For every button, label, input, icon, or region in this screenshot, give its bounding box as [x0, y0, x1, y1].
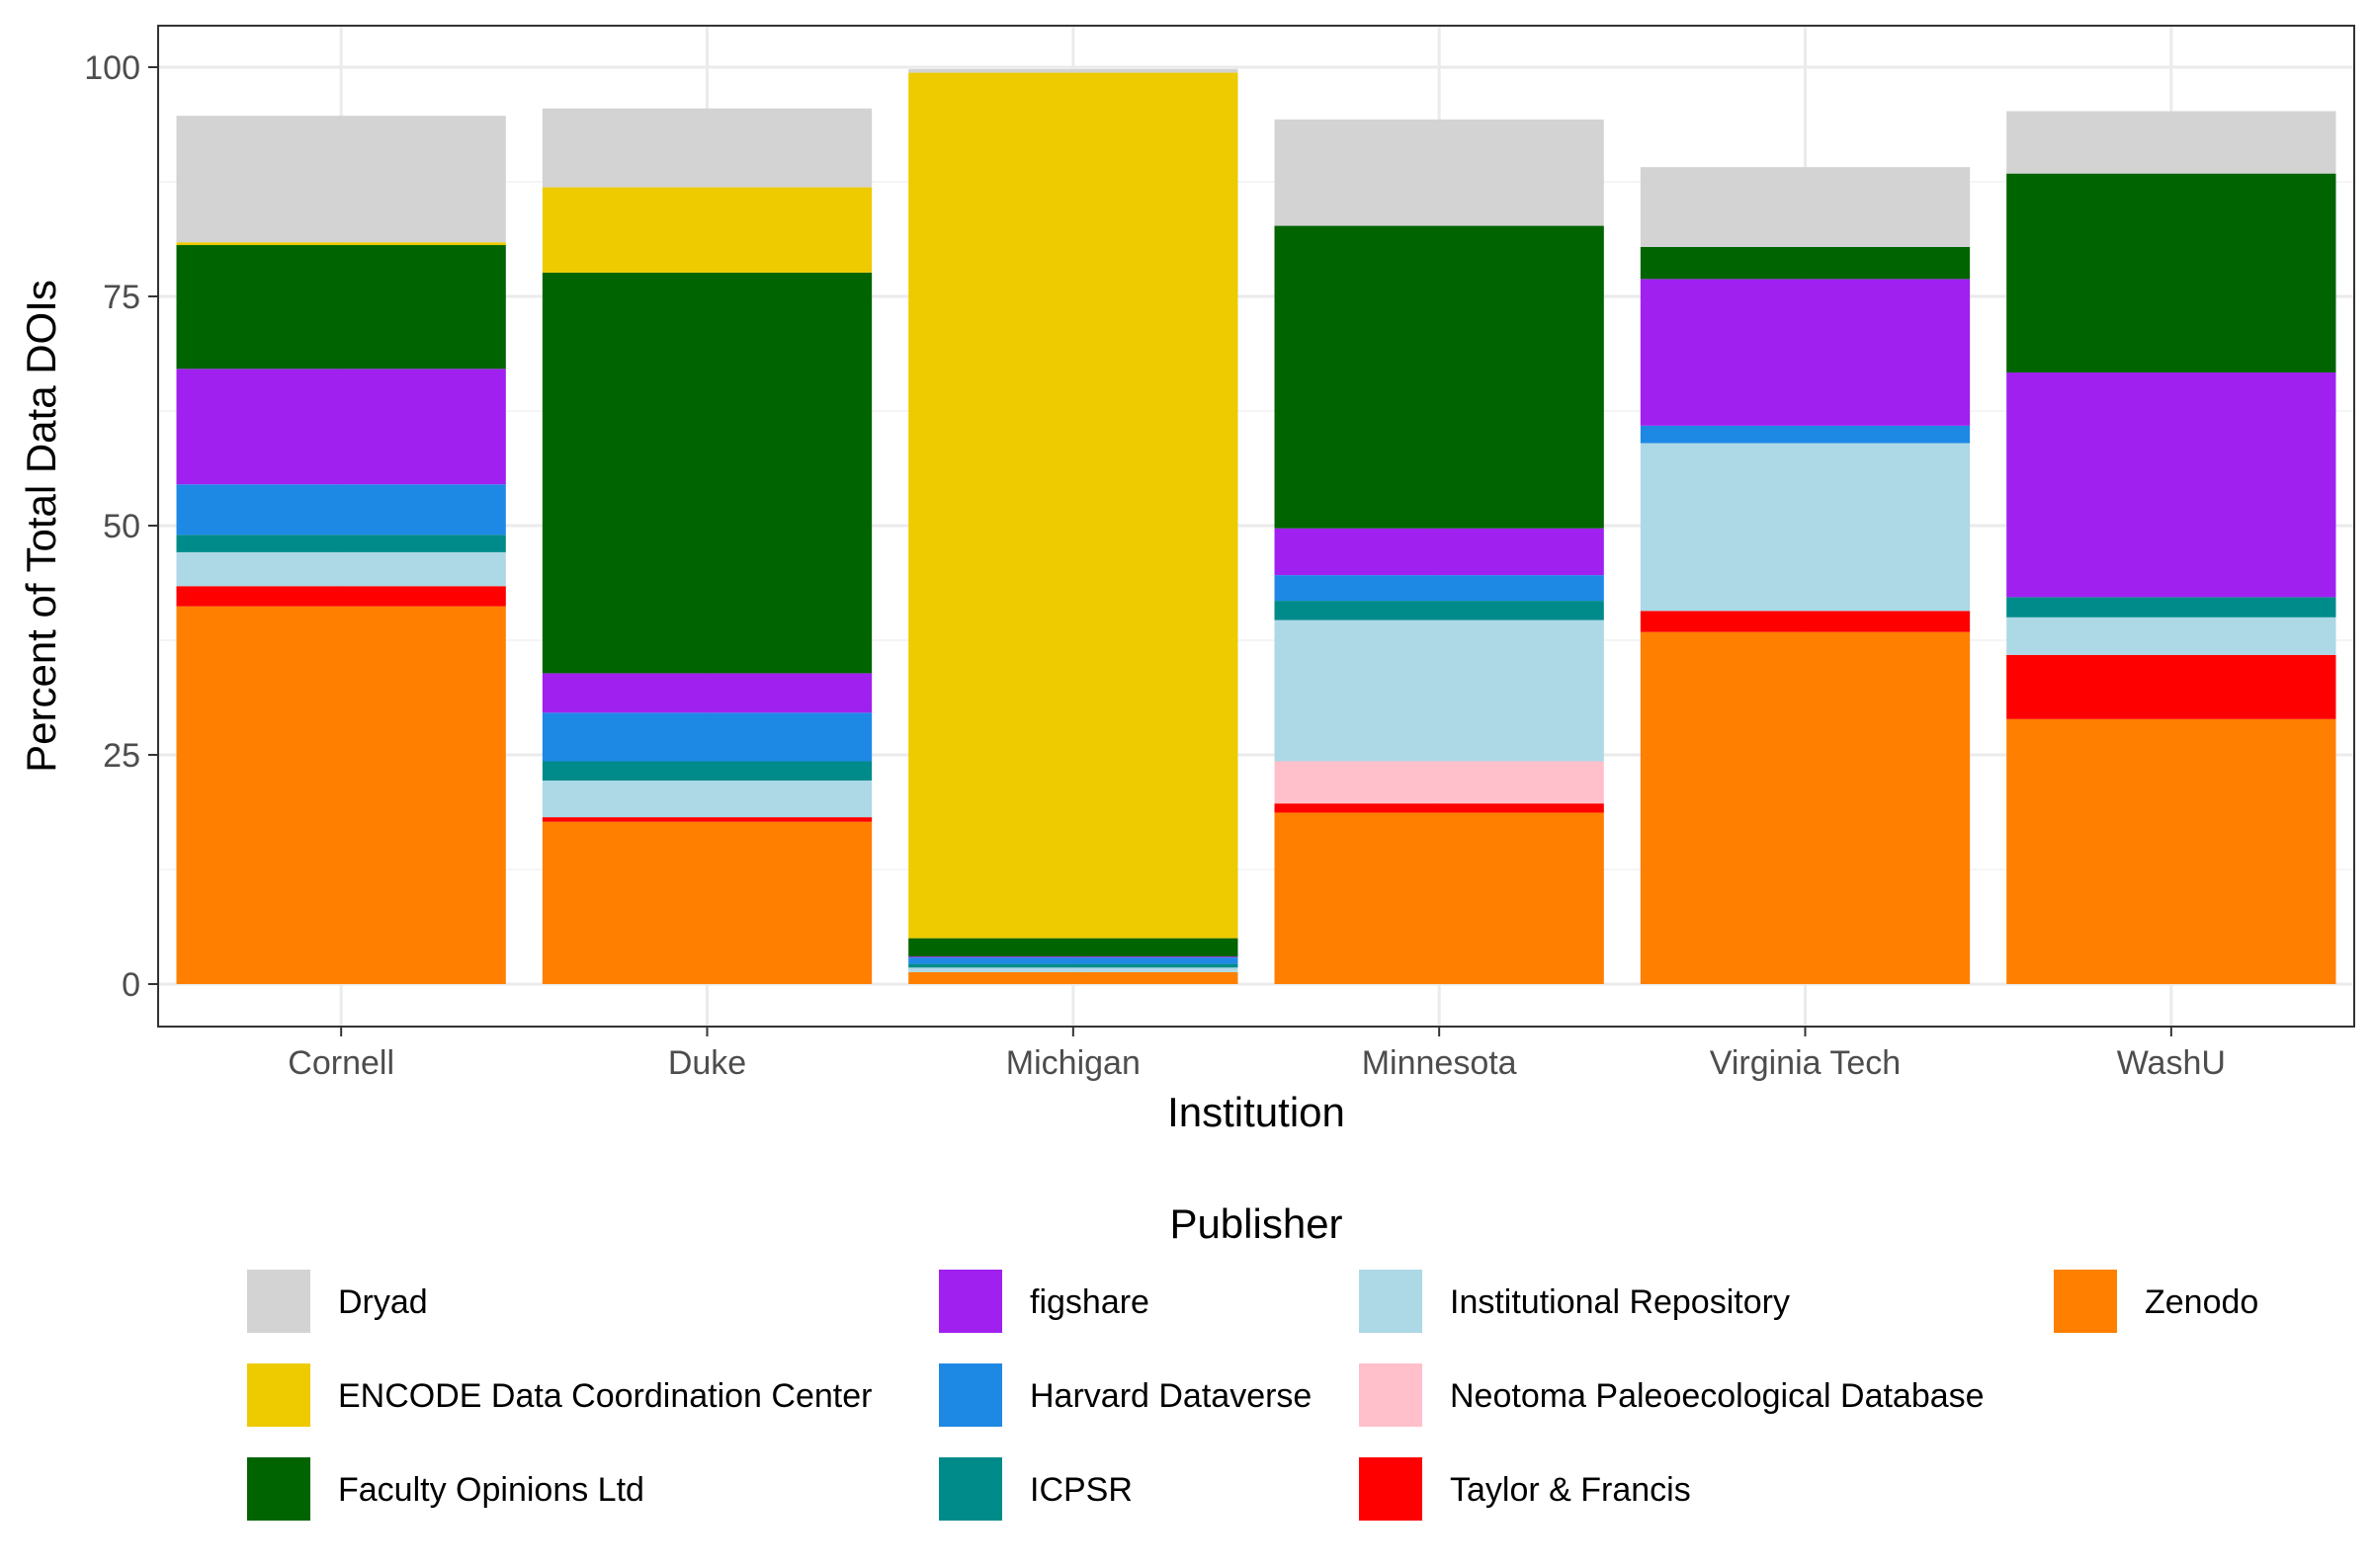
bar-segment: WashU — Faculty Opinions Ltd: 21.7: [2006, 173, 2336, 373]
bar-segment: Minnesota — Faculty Opinions Ltd: 33: [1274, 225, 1604, 529]
legend-item: Institutional Repository: [1359, 1270, 1790, 1333]
legend-label: Harvard Dataverse: [1030, 1377, 1312, 1415]
legend-item: ICPSR: [939, 1457, 1133, 1521]
bar-segment: WashU — ICPSR: 2.2: [2006, 597, 2336, 618]
bar-segment: Virginia Tech — Dryad: 8.7: [1640, 167, 1971, 247]
legend-swatch: [247, 1457, 310, 1521]
x-tick-label: Virginia Tech: [1710, 1044, 1901, 1082]
bar-segment: Virginia Tech — Institutional Repository…: [1640, 443, 1971, 612]
legend-swatch: [1359, 1363, 1422, 1427]
x-tick-label: Minnesota: [1362, 1044, 1517, 1082]
bar-segment: Minnesota — Harvard Dataverse: 2.8: [1274, 575, 1604, 602]
bar-segment: Cornell — Taylor & Francis: 2.2: [176, 586, 506, 607]
bar-segment: Virginia Tech — Taylor & Francis: 2.3: [1640, 611, 1971, 632]
bar-segment: Duke — Harvard Dataverse: 5.3: [542, 712, 873, 762]
x-axis-title: Institution: [1167, 1089, 1345, 1135]
legend-item: Dryad: [247, 1270, 428, 1333]
bar-segment: Michigan — Harvard Dataverse: 0.7: [908, 957, 1238, 964]
legend-item: figshare: [939, 1270, 1149, 1333]
legend-label: Taylor & Francis: [1450, 1471, 1691, 1509]
legend-label: Faculty Opinions Ltd: [338, 1471, 644, 1509]
bar-segment: Duke — Zenodo: 17.7: [542, 821, 873, 984]
bar-segment: Cornell — ICPSR: 1.9: [176, 535, 506, 552]
bar-segment: Minnesota — Dryad: 11.6: [1274, 119, 1604, 226]
legend: Dryad ENCODE Data Coordination Center Facu…: [247, 1270, 2258, 1521]
legend-label: Zenodo: [2145, 1283, 2258, 1321]
y-tick-label: 75: [103, 279, 140, 316]
bar-segment: Cornell — Dryad: 13.8: [176, 116, 506, 243]
bar-segment: Michigan — ENCODE Data Coordination Cent…: [908, 72, 1238, 939]
bar-segment: Cornell — Zenodo: 41.2: [176, 606, 506, 984]
legend-label: Neotoma Paleoecological Database: [1450, 1377, 1985, 1415]
bar-segment: Michigan — Faculty Opinions Ltd: 2: [908, 938, 1238, 957]
bar-segment: WashU — Institutional Repository: 4.1: [2006, 617, 2336, 655]
x-tick-label: Michigan: [1006, 1044, 1141, 1082]
bar-segment: Cornell — figshare: 12.6: [176, 369, 506, 485]
bar-segment: Virginia Tech — figshare: 16: [1640, 279, 1971, 426]
y-tick-label: 100: [84, 49, 140, 87]
legend-item: Faculty Opinions Ltd: [247, 1457, 644, 1521]
bar-segment: Duke — figshare: 4.3: [542, 673, 873, 713]
legend-title: Publisher: [1169, 1200, 1342, 1247]
bar-segment: Duke — ICPSR: 2.1: [542, 761, 873, 781]
legend-label: ICPSR: [1030, 1471, 1133, 1509]
bar-segment: Cornell — ENCODE Data Coordination Cente…: [176, 242, 506, 246]
legend-swatch: [1359, 1457, 1422, 1521]
y-tick-label: 0: [122, 966, 140, 1004]
bar-segment: Minnesota — Neotoma Paleoecological Data…: [1274, 761, 1604, 804]
y-axis-title: Percent of Total Data DOIs: [18, 280, 64, 773]
y-tick-label: 25: [103, 737, 140, 775]
legend-swatch: [2054, 1270, 2117, 1333]
legend-swatch: [939, 1270, 1002, 1333]
y-tick-label: 50: [103, 508, 140, 545]
legend-label: ENCODE Data Coordination Center: [338, 1377, 872, 1415]
x-tick-label: Duke: [668, 1044, 746, 1082]
bar-segment: WashU — Zenodo: 28.9: [2006, 718, 2336, 984]
bar-segment: Duke — Institutional Repository: 4: [542, 780, 873, 818]
bar-segment: Virginia Tech — Harvard Dataverse: 1.9: [1640, 425, 1971, 444]
bar-segment: Cornell — Institutional Repository: 3.7: [176, 551, 506, 587]
bar-segment: Duke — Dryad: 8.6: [542, 108, 873, 188]
bar-segment: Duke — Faculty Opinions Ltd: 43.7: [542, 272, 873, 674]
legend-swatch: [247, 1270, 310, 1333]
legend-item: Taylor & Francis: [1359, 1457, 1691, 1521]
bar-segment: Michigan — figshare: 0.1: [908, 956, 1238, 958]
legend-item: Harvard Dataverse: [939, 1363, 1312, 1427]
legend-label: Dryad: [338, 1283, 428, 1321]
bar-segment: Virginia Tech — Zenodo: 38.4: [1640, 631, 1971, 984]
bar-segment: Duke — Taylor & Francis: 0.5: [542, 817, 873, 822]
legend-item: Neotoma Paleoecological Database: [1359, 1363, 1985, 1427]
legend-swatch: [1359, 1270, 1422, 1333]
legend-swatch: [247, 1363, 310, 1427]
x-tick-label: Cornell: [288, 1044, 394, 1082]
bar-segment: Michigan — ICPSR: 0.4: [908, 963, 1238, 968]
legend-label: Institutional Repository: [1450, 1283, 1790, 1321]
bar-segment: Virginia Tech — Faculty Opinions Ltd: 3.…: [1640, 246, 1971, 280]
bar-segment: Cornell — Faculty Opinions Ltd: 13.5: [176, 245, 506, 370]
bar-segment: Minnesota — Zenodo: 18.7: [1274, 812, 1604, 984]
bar-segment: Michigan — Dryad: 0.4: [908, 68, 1238, 73]
bar-segment: WashU — Taylor & Francis: 7: [2006, 654, 2336, 719]
bar-segment: Minnesota — Institutional Repository: 15…: [1274, 619, 1604, 762]
bar-segment: Minnesota — Taylor & Francis: 1: [1274, 803, 1604, 813]
legend-swatch: [939, 1457, 1002, 1521]
x-tick-label: WashU: [2117, 1044, 2226, 1082]
bar-segment: WashU — figshare: 24.5: [2006, 372, 2336, 598]
bar-segment: Cornell — Harvard Dataverse: 5.5: [176, 484, 506, 536]
bar-segment: Michigan — Institutional Repository: 0.5: [908, 967, 1238, 972]
bar-segment: Minnesota — ICPSR: 2.1: [1274, 601, 1604, 620]
legend-label: figshare: [1030, 1283, 1149, 1321]
legend-swatch: [939, 1363, 1002, 1427]
legend-item: ENCODE Data Coordination Center: [247, 1363, 872, 1427]
bar-segment: Duke — ENCODE Data Coordination Center: …: [542, 187, 873, 273]
bar-segment: Michigan — Zenodo: 1.3: [908, 971, 1238, 984]
bar-segment: Minnesota — figshare: 5.1: [1274, 528, 1604, 576]
bar-layer: Cornell — Zenodo: 41.2Cornell — Taylor &…: [176, 68, 2336, 984]
legend-item: Zenodo: [2054, 1270, 2258, 1333]
bar-segment: WashU — Dryad: 6.8: [2006, 111, 2336, 174]
axis-layer: 0 25 50 75 100 Cornell Duke Michigan Minnesota Vi…: [84, 49, 2226, 1082]
